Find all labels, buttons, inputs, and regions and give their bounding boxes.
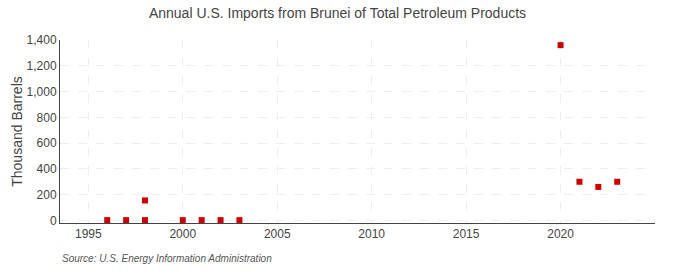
svg-text:Source: U.S. Energy Informatio: Source: U.S. Energy Information Administ… [62,253,272,264]
svg-text:2020: 2020 [547,227,574,241]
svg-text:2010: 2010 [358,227,385,241]
svg-text:2000: 2000 [169,227,196,241]
svg-text:1995: 1995 [75,227,102,241]
svg-text:1,400: 1,400 [27,33,57,47]
svg-text:1,200: 1,200 [27,59,57,73]
svg-text:Thousand Barrels: Thousand Barrels [9,76,25,187]
svg-text:2015: 2015 [453,227,480,241]
svg-text:0: 0 [50,214,57,228]
svg-text:600: 600 [37,136,57,150]
svg-text:Annual U.S. Imports from Brune: Annual U.S. Imports from Brunei of Total… [149,5,526,21]
svg-text:400: 400 [37,162,57,176]
svg-text:800: 800 [37,111,57,125]
svg-text:1,000: 1,000 [27,85,57,99]
svg-text:2005: 2005 [264,227,291,241]
svg-text:200: 200 [37,188,57,202]
